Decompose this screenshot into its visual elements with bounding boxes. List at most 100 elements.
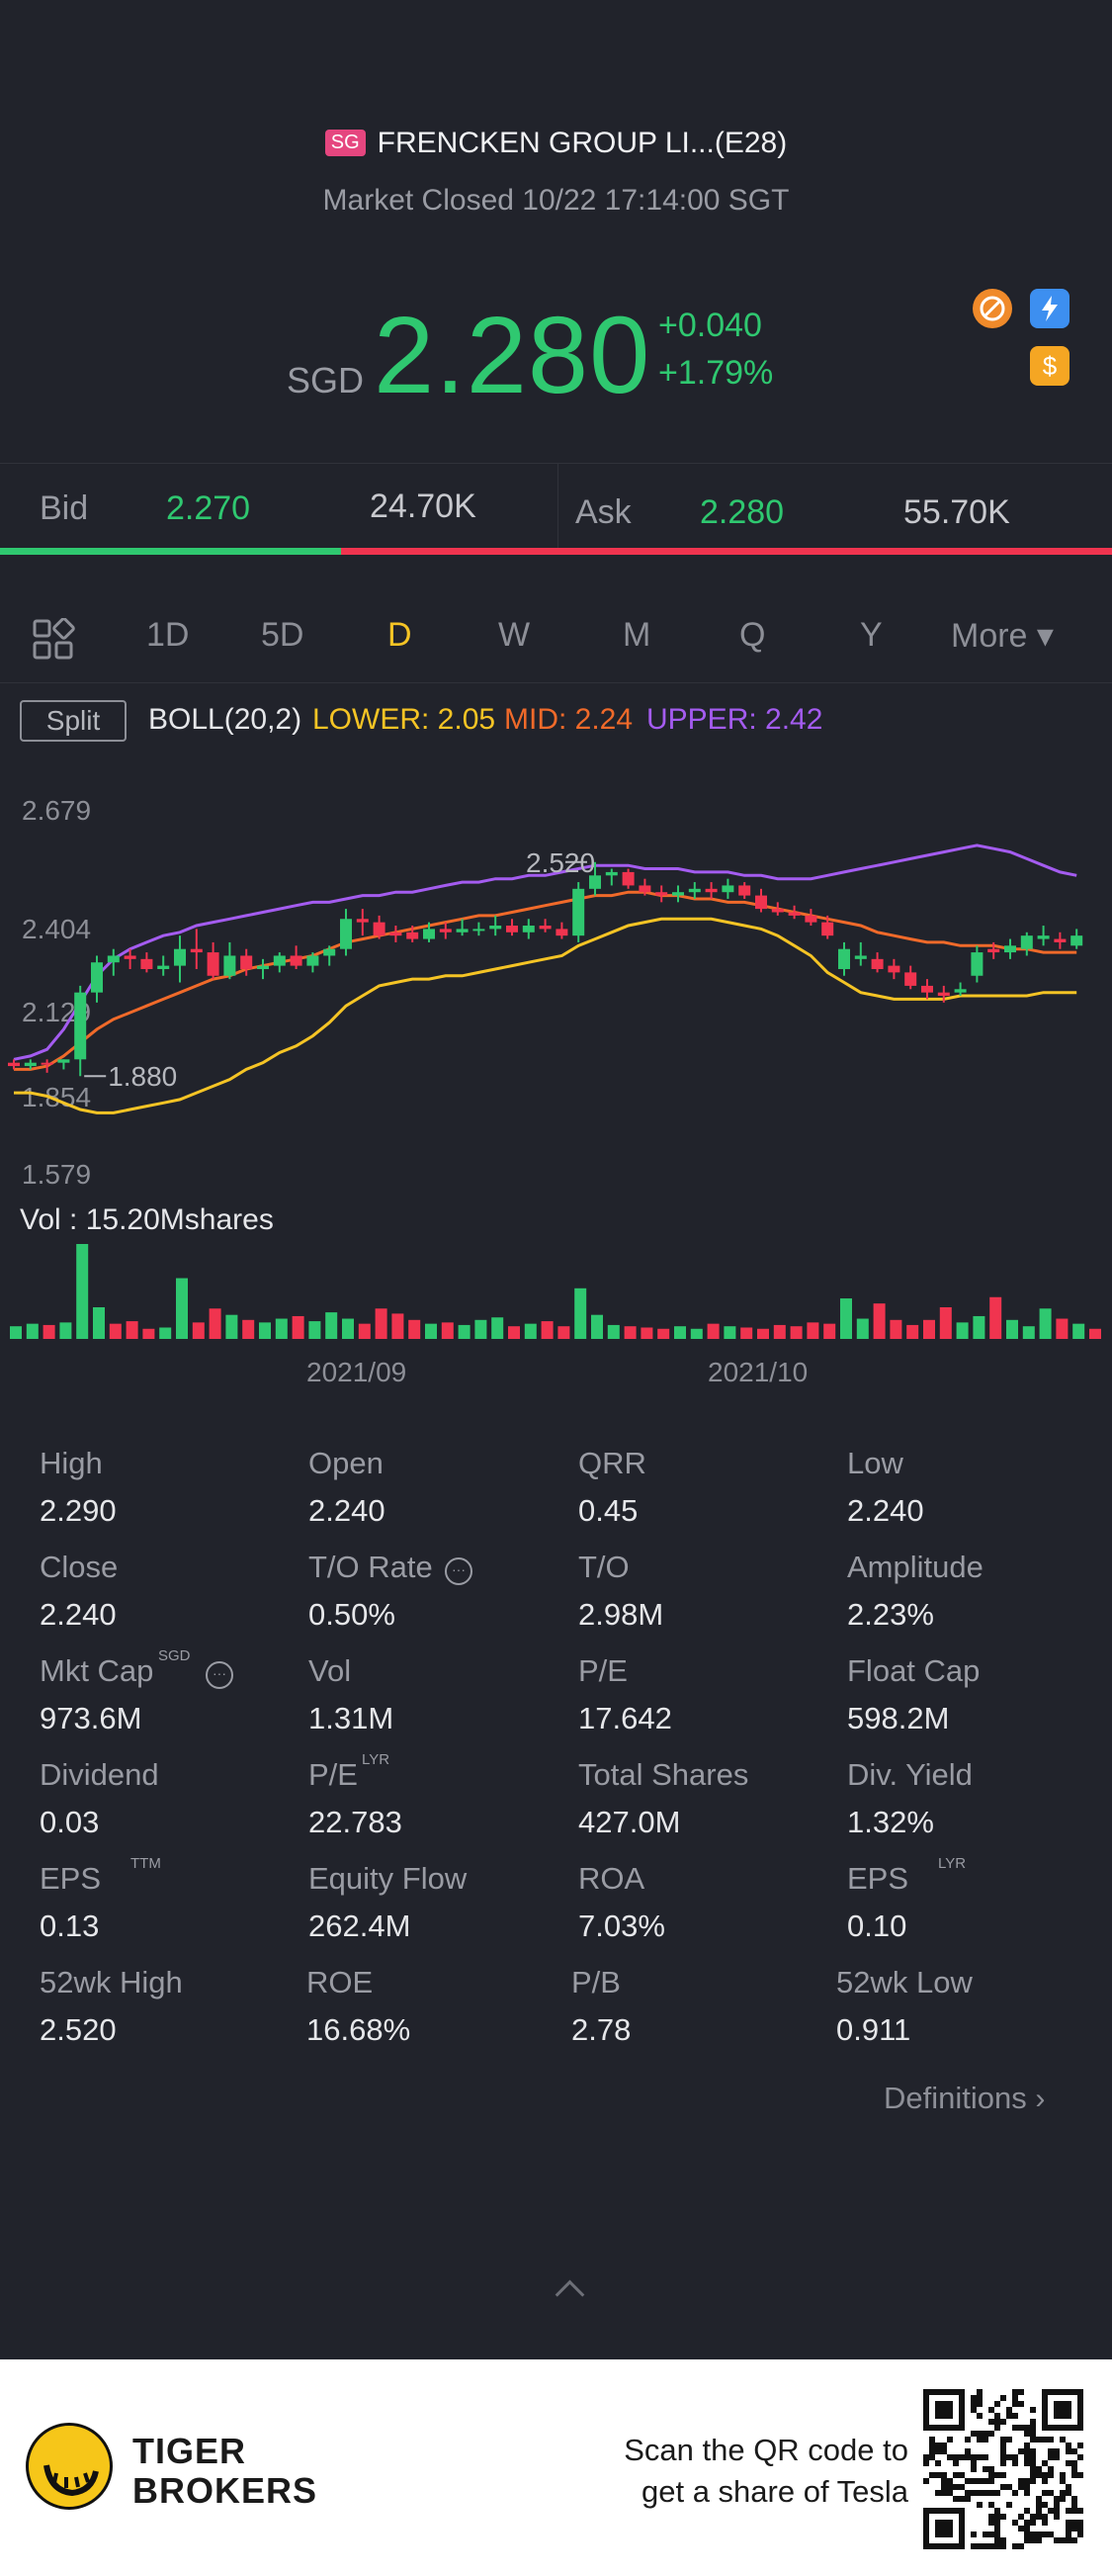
stat-label: Amplitude: [847, 1550, 984, 1584]
volume-bar: [1056, 1318, 1069, 1339]
candle: [190, 929, 203, 969]
y-tick-label: 1.854: [22, 1082, 92, 1112]
split-button[interactable]: Split: [20, 700, 127, 742]
volume-chart[interactable]: [0, 1236, 1112, 1345]
volume-bar: [441, 1322, 454, 1339]
volume-bar: [474, 1319, 487, 1339]
volume-bar: [142, 1328, 155, 1339]
tab-quarter[interactable]: Q: [739, 616, 766, 654]
candle: [74, 985, 87, 1077]
candle: [1004, 938, 1016, 959]
tabs-divider: [0, 682, 1112, 683]
tab-week[interactable]: W: [498, 616, 531, 654]
candle: [805, 909, 817, 927]
stat-label: High: [40, 1446, 103, 1480]
currency-label: SGD: [287, 360, 365, 400]
volume-bar: [574, 1288, 587, 1339]
volume-bar: [690, 1328, 703, 1339]
candle: [921, 979, 933, 1000]
stat-label: Equity Flow: [308, 1861, 468, 1896]
tab-1d[interactable]: 1D: [146, 616, 190, 654]
stat-label: Dividend: [40, 1757, 159, 1792]
candle: [556, 922, 568, 939]
stat-value: 7.03%: [578, 1909, 665, 1943]
chevron-up-icon[interactable]: [555, 2279, 585, 2310]
volume-bar: [109, 1323, 122, 1339]
volume-bar: [807, 1322, 819, 1339]
volume-bar: [607, 1324, 620, 1339]
chart-layout-icon[interactable]: [32, 617, 75, 666]
scan-line1: Scan the QR code to: [624, 2433, 908, 2467]
no-trade-icon[interactable]: [973, 289, 1012, 328]
volume-bar: [724, 1326, 736, 1339]
stock-name: FRENCKEN GROUP LI...(E28): [377, 127, 788, 159]
stat-value: 0.50%: [308, 1597, 395, 1632]
volume-label: Vol : 15.20Mshares: [20, 1203, 274, 1236]
boll-mid-line: [14, 890, 1077, 1071]
candle: [157, 955, 170, 976]
tab-day[interactable]: D: [387, 616, 412, 654]
volume-bar: [308, 1321, 321, 1339]
volume-bar: [956, 1322, 969, 1339]
boll-label[interactable]: BOLL(20,2): [148, 703, 302, 736]
sg-flag-badge: SG: [324, 130, 366, 156]
stat-value: 0.13: [40, 1909, 100, 1943]
stat-label: P/E: [578, 1653, 628, 1688]
stat-label: 52wk Low: [836, 1965, 973, 1999]
volume-bar: [906, 1324, 919, 1339]
y-tick-label: 2.404: [22, 914, 92, 944]
candle: [722, 878, 734, 899]
volume-bar: [242, 1319, 255, 1339]
volume-bar: [856, 1318, 869, 1339]
candle: [672, 885, 684, 903]
stat-value: 262.4M: [308, 1909, 411, 1943]
chevron-right-icon: ›: [1035, 2083, 1046, 2115]
stat-label: Vol: [308, 1653, 352, 1688]
volume-bar: [1039, 1308, 1052, 1339]
stat-superscript: LYR: [938, 1855, 967, 1872]
candle: [174, 935, 186, 983]
volume-bar: [76, 1244, 89, 1339]
stat-value: 427.0M: [578, 1805, 681, 1839]
volume-bar: [192, 1322, 205, 1339]
tab-5d[interactable]: 5D: [261, 616, 304, 654]
candle: [423, 922, 435, 942]
candle: [1070, 929, 1083, 949]
promo-footer: TIGER BROKERS Scan the QR code to get a …: [0, 2359, 1112, 2576]
definitions-link[interactable]: Definitions ›: [884, 2081, 1045, 2116]
candle: [406, 926, 419, 942]
y-tick-label: 2.679: [22, 795, 92, 826]
candle: [24, 1059, 37, 1070]
stat-value: 0.03: [40, 1805, 100, 1839]
stat-value: 0.911: [836, 2012, 911, 2047]
volume-bar: [890, 1319, 902, 1339]
stat-label: P/E: [308, 1757, 358, 1792]
candle: [971, 945, 984, 983]
candle: [572, 882, 585, 942]
stat-label: ROE: [306, 1965, 374, 1999]
volume-bar: [425, 1323, 437, 1339]
info-icon[interactable]: ···: [445, 1557, 472, 1585]
boll-lower-line: [14, 917, 1077, 1114]
stat-value: 2.520: [40, 2012, 117, 2047]
stat-superscript: SGD: [158, 1647, 191, 1664]
qr-code: [923, 2389, 1083, 2549]
volume-bar: [358, 1323, 371, 1339]
price-change: +0.040: [658, 307, 762, 344]
candle: [871, 952, 884, 973]
bid-price: 2.270: [166, 489, 251, 527]
volume-bar: [10, 1326, 22, 1339]
stat-value: 2.240: [40, 1597, 117, 1632]
tab-month[interactable]: M: [623, 616, 651, 654]
tab-year[interactable]: Y: [860, 616, 883, 654]
volume-bar: [707, 1323, 720, 1339]
flash-icon[interactable]: [1030, 289, 1069, 328]
stat-value: 22.783: [308, 1805, 402, 1839]
candle: [589, 861, 601, 896]
dollar-icon[interactable]: $: [1030, 346, 1069, 386]
volume-bar: [408, 1319, 421, 1339]
brand-line2: BROKERS: [132, 2470, 318, 2511]
tab-more[interactable]: More ▾: [951, 617, 1054, 655]
info-icon[interactable]: ···: [206, 1661, 233, 1689]
